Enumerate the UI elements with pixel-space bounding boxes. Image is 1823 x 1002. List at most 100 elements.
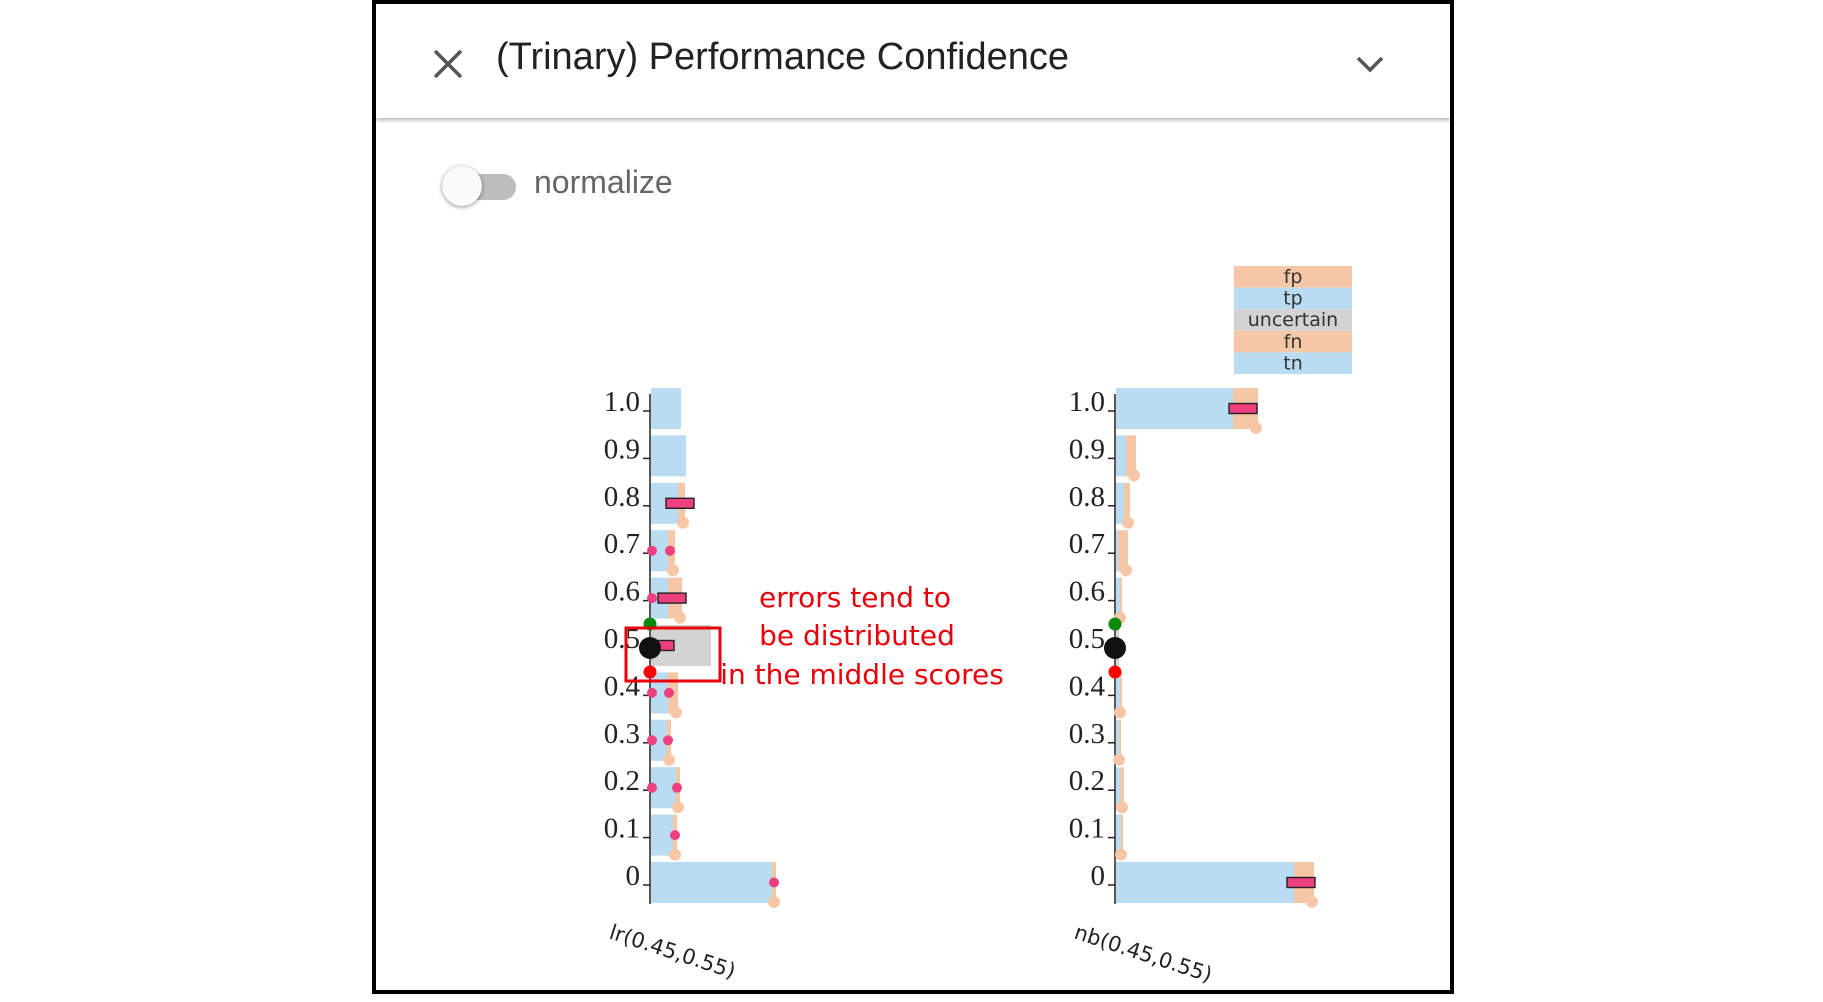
- error-tail-dot: [1116, 801, 1128, 814]
- y-tick-label: 0.5: [1069, 623, 1105, 655]
- legend-label-tp: tp: [1283, 288, 1303, 310]
- error-tail-dot: [670, 706, 682, 719]
- legend-label-fp: fp: [1284, 266, 1303, 288]
- y-tick-label: 0.4: [604, 670, 641, 702]
- panel-header: (Trinary) Performance Confidence: [376, 4, 1450, 118]
- y-tick-label: 0.7: [1069, 528, 1105, 560]
- close-icon: [433, 49, 463, 79]
- lower-threshold-marker: [643, 665, 657, 679]
- error-dot-marker: [672, 782, 682, 793]
- error-dot-marker: [665, 545, 675, 556]
- y-tick-label: 0.3: [1069, 718, 1105, 750]
- correct-bar: [1116, 672, 1120, 714]
- y-tick-label: 1.0: [604, 386, 640, 418]
- error-bar: [1120, 672, 1122, 714]
- correct-bar: [1116, 435, 1126, 477]
- legend-label-fn: fn: [1284, 331, 1303, 353]
- error-bar: [1120, 767, 1124, 809]
- legend-swatch-tn: [1234, 352, 1352, 374]
- y-tick-label: 0.1: [1069, 813, 1105, 845]
- error-bar: [1126, 435, 1136, 477]
- correct-bar: [1116, 767, 1120, 809]
- annotation-text-line: be distributed: [759, 619, 955, 652]
- error-tail-dot: [1122, 516, 1134, 529]
- y-tick-label: 0.9: [1069, 433, 1105, 465]
- annotation-text-line: in the middle scores: [720, 658, 1004, 691]
- normalize-label: normalize: [534, 164, 673, 200]
- chevron-down-icon: [1356, 56, 1384, 73]
- error-bar: [1120, 577, 1122, 619]
- error-bar: [1124, 482, 1130, 524]
- close-button[interactable]: [430, 46, 466, 82]
- collapse-button[interactable]: [1352, 46, 1388, 82]
- model-axis-label: nb(0.45,0.55): [1071, 920, 1215, 987]
- model-axis-label: lr(0.45,0.55): [606, 920, 738, 983]
- error-box-marker: [665, 497, 695, 509]
- error-tail-dot: [672, 801, 684, 814]
- y-tick-label: 0.2: [604, 765, 640, 797]
- y-tick-label: 0.4: [1069, 670, 1106, 702]
- error-box-marker: [1286, 876, 1316, 889]
- error-dot-marker: [647, 593, 657, 604]
- y-tick-label: 0: [626, 860, 641, 892]
- correct-bar: [1116, 814, 1121, 856]
- panel-title: (Trinary) Performance Confidence: [496, 36, 1070, 78]
- correct-bar: [1116, 388, 1233, 429]
- y-tick-label: 0.9: [604, 433, 640, 465]
- normalize-toggle[interactable]: [442, 166, 518, 206]
- correct-bar: [651, 719, 667, 761]
- uncertain-bar: [701, 625, 711, 666]
- error-dot-marker: [647, 735, 657, 746]
- annotation-text-line: errors tend to: [759, 581, 951, 614]
- error-bar: [1118, 530, 1128, 572]
- error-tail-dot: [677, 516, 689, 529]
- error-bar: [1121, 814, 1123, 856]
- correct-bar: [651, 814, 673, 856]
- error-bar: [1119, 719, 1121, 761]
- error-tail-dot: [1306, 896, 1318, 908]
- lower-threshold-marker: [1108, 665, 1122, 679]
- correct-bar: [1116, 577, 1120, 619]
- error-tail-dot: [1115, 848, 1127, 861]
- error-box-marker: [1228, 402, 1258, 415]
- y-tick-label: 0.3: [604, 718, 640, 750]
- error-dot-marker: [769, 877, 779, 888]
- center-marker: [1104, 637, 1126, 659]
- error-box-marker: [657, 592, 687, 604]
- correct-bar: [651, 388, 681, 429]
- correct-bar: [651, 862, 772, 903]
- y-tick-label: 0.2: [1069, 765, 1105, 797]
- y-tick-label: 0.8: [1069, 481, 1105, 513]
- error-dot-marker: [664, 687, 674, 698]
- error-tail-dot: [1128, 469, 1140, 482]
- center-marker: [639, 637, 661, 659]
- correct-bar: [1116, 862, 1294, 903]
- legend-swatch-tp: [1234, 287, 1352, 310]
- error-tail-dot: [1113, 753, 1125, 766]
- y-tick-label: 0.1: [604, 813, 640, 845]
- error-dot-marker: [647, 545, 657, 556]
- upper-threshold-marker: [1108, 617, 1122, 631]
- error-tail-dot: [1120, 564, 1132, 577]
- correct-bar: [651, 530, 668, 572]
- error-dot-marker: [647, 687, 657, 698]
- correct-bar: [651, 435, 686, 477]
- error-tail-dot: [674, 611, 686, 624]
- performance-confidence-panel: (Trinary) Performance Confidence normali…: [372, 0, 1454, 994]
- y-tick-label: 1.0: [1069, 386, 1105, 418]
- error-dot-marker: [670, 830, 680, 841]
- correct-bar: [651, 672, 668, 714]
- correct-bar: [1116, 482, 1124, 524]
- legend-label-tn: tn: [1283, 352, 1303, 374]
- error-tail-dot: [663, 753, 675, 766]
- error-tail-dot: [768, 896, 780, 908]
- toggle-thumb: [442, 166, 482, 206]
- error-tail-dot: [1114, 706, 1126, 719]
- y-tick-label: 0.7: [604, 528, 640, 560]
- y-tick-label: 0.8: [604, 481, 640, 513]
- y-tick-label: 0: [1091, 860, 1106, 892]
- error-tail-dot: [669, 848, 681, 861]
- error-dot-marker: [663, 735, 673, 746]
- y-tick-label: 0.6: [604, 576, 640, 608]
